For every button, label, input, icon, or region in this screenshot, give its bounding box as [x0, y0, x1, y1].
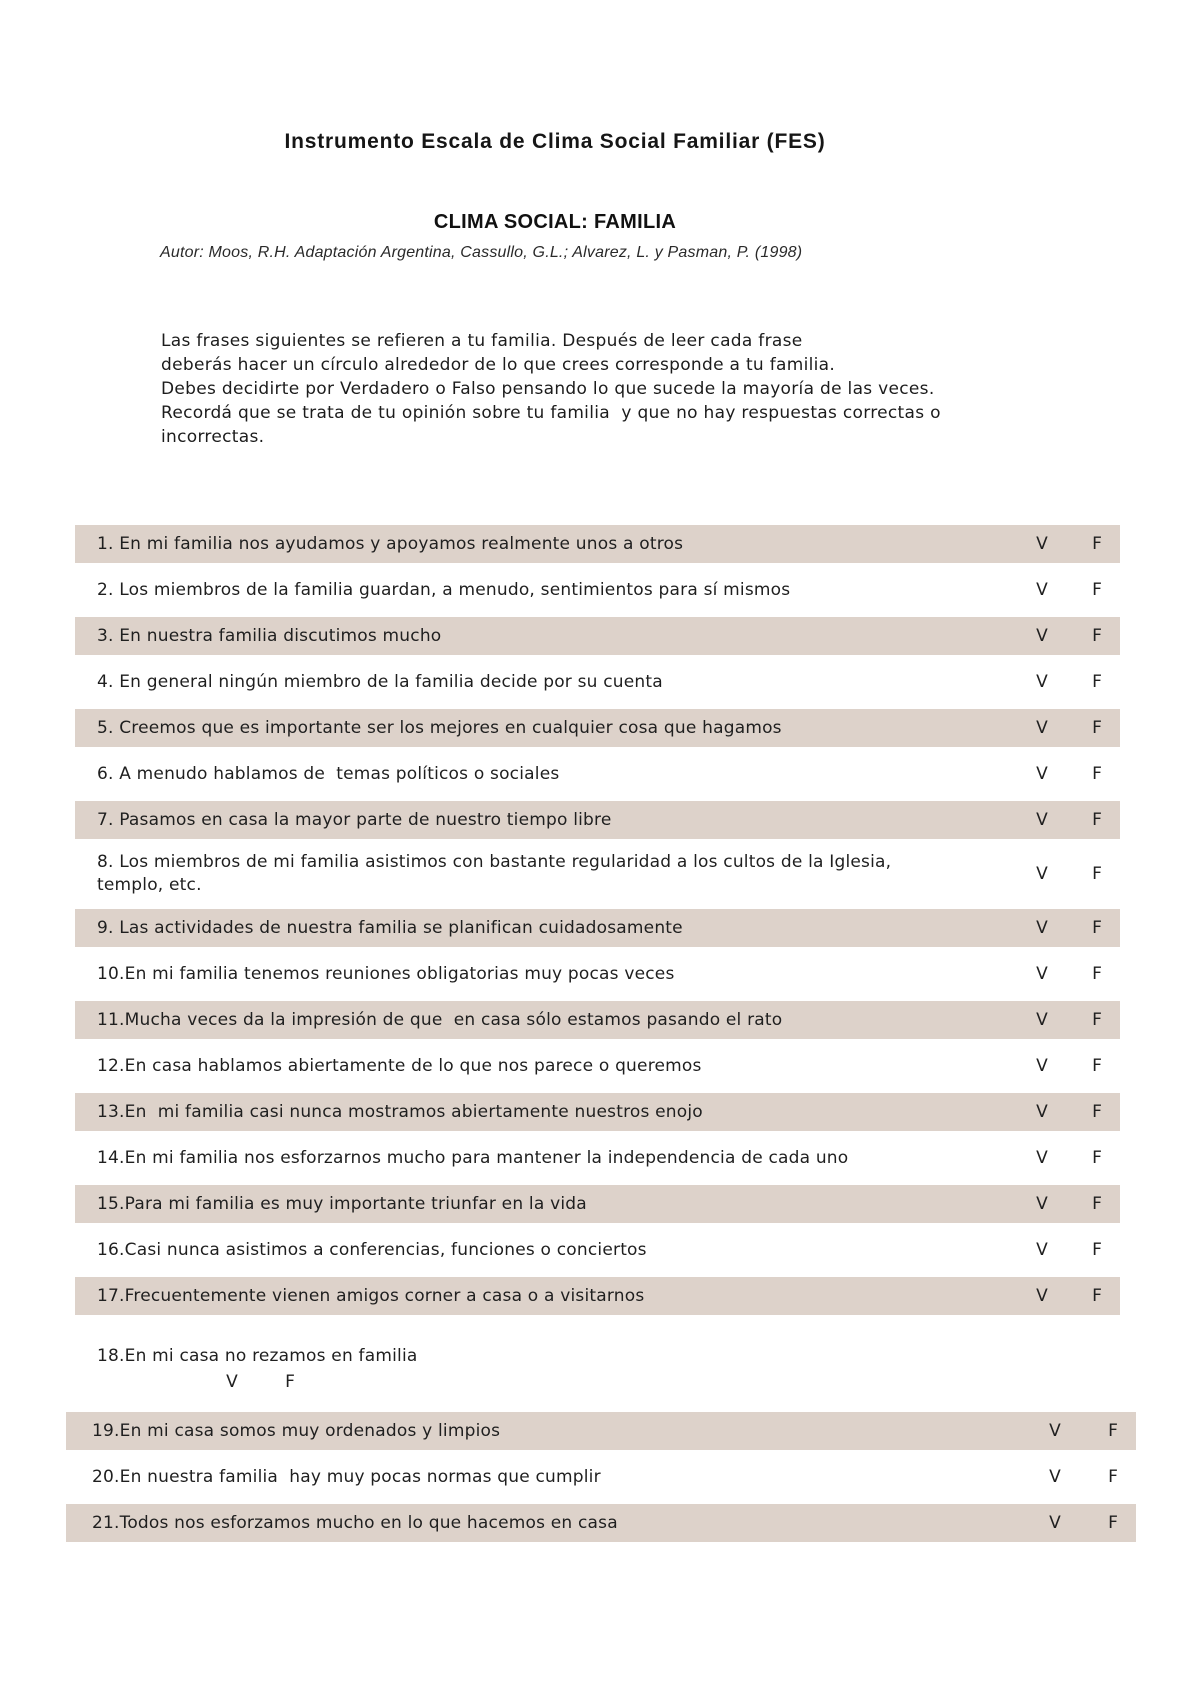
option-verdadero[interactable]: V	[1049, 1421, 1061, 1441]
option-verdadero[interactable]: V	[1036, 1010, 1048, 1030]
item-text: 16.Casi nunca asistimos a conferencias, …	[97, 1239, 647, 1260]
option-verdadero[interactable]: V	[1049, 1513, 1061, 1533]
option-verdadero[interactable]: V	[1036, 718, 1048, 738]
item-text: 1. En mi familia nos ayudamos y apoyamos…	[97, 533, 684, 554]
item-text: 18.En mi casa no rezamos en familia	[97, 1346, 418, 1366]
option-falso[interactable]: F	[1092, 918, 1102, 938]
item-row: 4. En general ningún miembro de la famil…	[75, 663, 1120, 701]
item-row: 14.En mi familia nos esforzarnos mucho p…	[75, 1139, 1120, 1177]
option-falso[interactable]: F	[1092, 810, 1102, 830]
option-verdadero[interactable]: V	[1036, 964, 1048, 984]
item-row: 5. Creemos que es importante ser los mej…	[75, 709, 1120, 747]
option-falso[interactable]: F	[1092, 864, 1102, 884]
item-text: 19.En mi casa somos muy ordenados y limp…	[92, 1420, 501, 1441]
option-verdadero[interactable]: V	[1036, 1240, 1048, 1260]
option-verdadero[interactable]: V	[1036, 1056, 1048, 1076]
item-row: 6. A menudo hablamos de temas políticos …	[75, 755, 1120, 793]
option-falso[interactable]: F	[285, 1372, 295, 1392]
option-falso[interactable]: F	[1108, 1513, 1118, 1533]
option-falso[interactable]: F	[1092, 580, 1102, 600]
instructions: Las frases siguientes se refieren a tu f…	[161, 329, 991, 449]
option-falso[interactable]: F	[1108, 1421, 1118, 1441]
instruction-line: Las frases siguientes se refieren a tu f…	[161, 331, 803, 351]
page-subtitle: CLIMA SOCIAL: FAMILIA	[433, 211, 677, 233]
option-verdadero[interactable]: V	[1036, 534, 1048, 554]
option-verdadero[interactable]: V	[1049, 1467, 1061, 1487]
option-falso[interactable]: F	[1092, 626, 1102, 646]
option-falso[interactable]: F	[1092, 1286, 1102, 1306]
item-row: 7. Pasamos en casa la mayor parte de nue…	[75, 801, 1120, 839]
item-text: 13.En mi familia casi nunca mostramos ab…	[97, 1101, 703, 1122]
item-row: 11.Mucha veces da la impresión de que en…	[75, 1001, 1120, 1039]
item-row: 9. Las actividades de nuestra familia se…	[75, 909, 1120, 947]
option-verdadero[interactable]: V	[1036, 1286, 1048, 1306]
item-row: 17.Frecuentemente vienen amigos corner a…	[75, 1277, 1120, 1315]
option-falso[interactable]: F	[1092, 718, 1102, 738]
item-text: 14.En mi familia nos esforzarnos mucho p…	[97, 1147, 849, 1168]
item-row: 21.Todos nos esforzamos mucho en lo que …	[66, 1504, 1136, 1542]
item-text: 5. Creemos que es importante ser los mej…	[97, 717, 782, 738]
option-falso[interactable]: F	[1092, 1194, 1102, 1214]
option-verdadero[interactable]: V	[1036, 672, 1048, 692]
item-text: 10.En mi familia tenemos reuniones oblig…	[97, 963, 675, 984]
option-verdadero[interactable]: V	[1036, 864, 1048, 884]
option-verdadero[interactable]: V	[1036, 580, 1048, 600]
item-text: 20.En nuestra familia hay muy pocas norm…	[92, 1466, 601, 1487]
instruction-line: Recordá que se trata de tu opinión sobre…	[161, 403, 941, 423]
item-row: 3. En nuestra familia discutimos mucho V F	[75, 617, 1120, 655]
item-text: 8. Los miembros de mi familia asistimos …	[97, 852, 897, 895]
option-falso[interactable]: F	[1092, 1240, 1102, 1260]
option-falso[interactable]: F	[1092, 1148, 1102, 1168]
item-row: 16.Casi nunca asistimos a conferencias, …	[75, 1231, 1120, 1269]
item-row: 8. Los miembros de mi familia asistimos …	[75, 847, 1120, 901]
option-falso[interactable]: F	[1092, 964, 1102, 984]
item-text: 3. En nuestra familia discutimos mucho	[97, 625, 442, 646]
item-text: 9. Las actividades de nuestra familia se…	[97, 917, 683, 938]
item-text: 6. A menudo hablamos de temas políticos …	[97, 763, 560, 784]
option-verdadero[interactable]: V	[1036, 626, 1048, 646]
item-text: 17.Frecuentemente vienen amigos corner a…	[97, 1285, 645, 1306]
item-row: 13.En mi familia casi nunca mostramos ab…	[75, 1093, 1120, 1131]
option-falso[interactable]: F	[1092, 672, 1102, 692]
option-verdadero[interactable]: V	[1036, 1148, 1048, 1168]
item-row: 15.Para mi familia es muy importante tri…	[75, 1185, 1120, 1223]
item-row: 10.En mi familia tenemos reuniones oblig…	[75, 955, 1120, 993]
questionnaire: 1. En mi familia nos ayudamos y apoyamos…	[0, 525, 1200, 1550]
item-text: 15.Para mi familia es muy importante tri…	[97, 1193, 587, 1214]
instruction-line: incorrectas.	[161, 427, 265, 447]
item-text: 7. Pasamos en casa la mayor parte de nue…	[97, 809, 612, 830]
option-verdadero[interactable]: V	[1036, 918, 1048, 938]
item-text: 2. Los miembros de la familia guardan, a…	[97, 579, 791, 600]
item-text: 4. En general ningún miembro de la famil…	[97, 671, 663, 692]
item-row: 1. En mi familia nos ayudamos y apoyamos…	[75, 525, 1120, 563]
option-verdadero[interactable]: V	[1036, 1102, 1048, 1122]
item-text: 21.Todos nos esforzamos mucho en lo que …	[92, 1512, 618, 1533]
option-falso[interactable]: F	[1092, 764, 1102, 784]
item-text: 12.En casa hablamos abiertamente de lo q…	[97, 1055, 702, 1076]
page-title: Instrumento Escala de Clima Social Famil…	[284, 130, 826, 153]
option-verdadero[interactable]: V	[1036, 764, 1048, 784]
item-row: 2. Los miembros de la familia guardan, a…	[75, 571, 1120, 609]
option-falso[interactable]: F	[1092, 1010, 1102, 1030]
option-falso[interactable]: F	[1092, 534, 1102, 554]
option-falso[interactable]: F	[1108, 1467, 1118, 1487]
instruction-line: Debes decidirte por Verdadero o Falso pe…	[161, 379, 935, 399]
item-row-standalone: 18.En mi casa no rezamos en familia V F	[75, 1345, 1120, 1398]
item-row: 20.En nuestra familia hay muy pocas norm…	[66, 1458, 1136, 1496]
item-row: 12.En casa hablamos abiertamente de lo q…	[75, 1047, 1120, 1085]
item-row: 19.En mi casa somos muy ordenados y limp…	[66, 1412, 1136, 1450]
option-verdadero[interactable]: V	[1036, 1194, 1048, 1214]
option-verdadero[interactable]: V	[1036, 810, 1048, 830]
author-line: Autor: Moos, R.H. Adaptación Argentina, …	[160, 244, 803, 261]
option-falso[interactable]: F	[1092, 1102, 1102, 1122]
option-verdadero[interactable]: V	[226, 1372, 238, 1392]
instruction-line: deberás hacer un círculo alrededor de lo…	[161, 355, 836, 375]
item-text: 11.Mucha veces da la impresión de que en…	[97, 1009, 783, 1030]
option-falso[interactable]: F	[1092, 1056, 1102, 1076]
